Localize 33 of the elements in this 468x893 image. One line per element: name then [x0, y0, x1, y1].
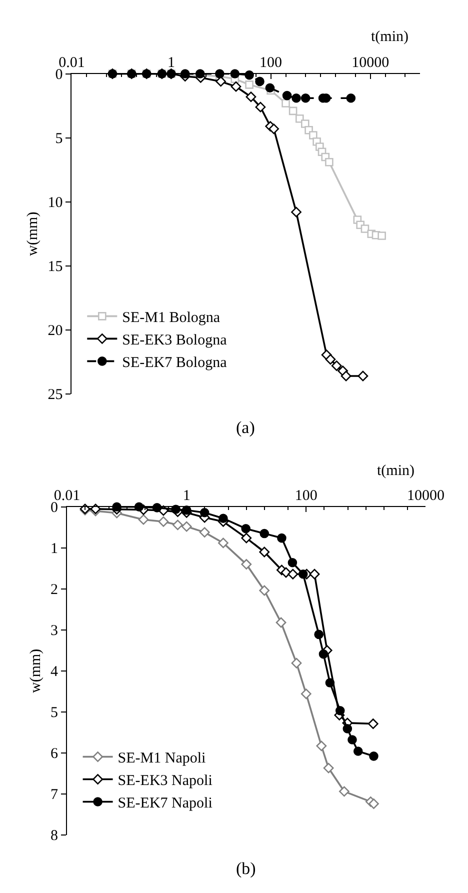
legend-label: SE-M1 Napoli: [118, 750, 206, 767]
x-tick-label: 10000: [406, 488, 444, 504]
legend-label: SE-M1 Bologna: [122, 310, 220, 326]
y-tick-label: 6: [50, 746, 59, 762]
y-tick-label: 5: [55, 131, 63, 148]
text: (b): [236, 859, 256, 878]
y-axis-title: w(mm): [24, 212, 41, 256]
x-tick-label: 100: [260, 54, 282, 71]
legend-label: SE-EK7 Bologna: [122, 355, 228, 372]
y-tick-label: 8: [50, 828, 58, 844]
x-tick-label: 1: [167, 54, 175, 71]
y-tick-label: 5: [50, 705, 58, 722]
legend-label: SE-EK7 Napoli: [118, 796, 212, 812]
y-tick-label: 2: [50, 582, 58, 598]
text: (a): [236, 418, 255, 437]
y-tick-label: 4: [50, 664, 59, 680]
y-tick-label: 0: [55, 67, 63, 84]
y-tick-label: 0: [50, 500, 58, 516]
x-tick-label: 1: [182, 488, 190, 504]
y-tick-label: 3: [50, 623, 58, 640]
y-tick-label: 1: [50, 541, 58, 558]
y-tick-label: 20: [48, 323, 63, 340]
x-axis-title: t(min): [371, 29, 408, 45]
y-tick-label: 15: [48, 259, 63, 276]
legend-label: SE-EK3 Bologna: [122, 332, 228, 349]
y-axis-title: w(mm): [28, 648, 44, 693]
x-tick-label: 10000: [352, 54, 390, 71]
x-tick-label: 100: [294, 488, 318, 504]
y-tick-label: 10: [48, 195, 63, 212]
y-tick-label: 25: [48, 387, 63, 404]
y-tick-label: 7: [50, 787, 59, 804]
x-axis-title: t(min): [377, 463, 414, 479]
legend-label: SE-EK3 Napoli: [118, 773, 212, 790]
